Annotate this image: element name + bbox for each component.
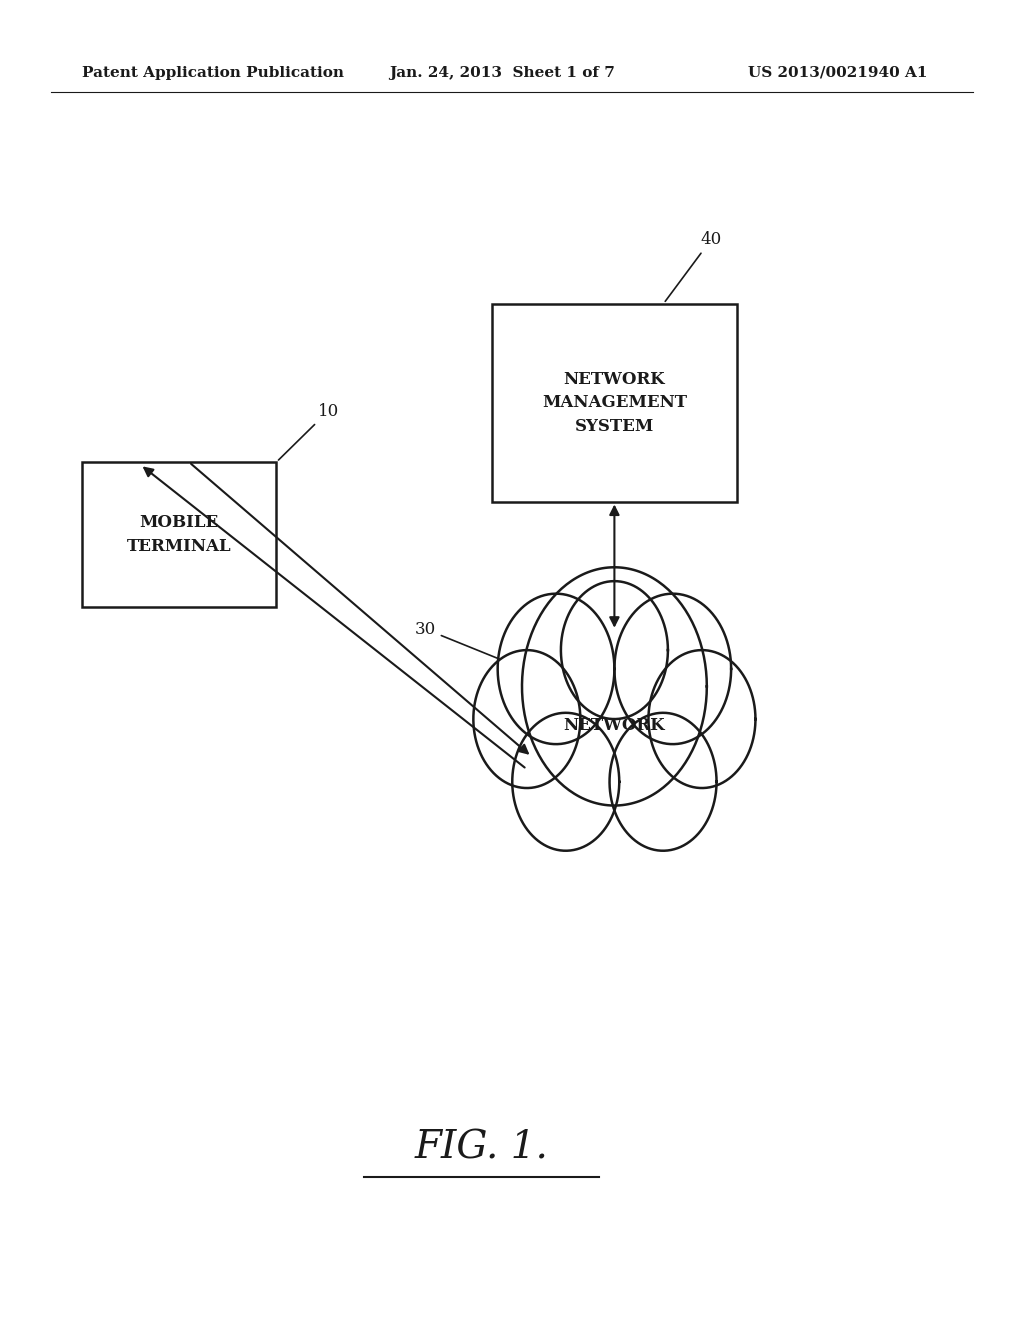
Text: 10: 10	[279, 403, 339, 461]
Text: Patent Application Publication: Patent Application Publication	[82, 66, 344, 79]
Polygon shape	[614, 594, 731, 744]
Polygon shape	[561, 581, 668, 719]
Polygon shape	[512, 713, 620, 850]
Polygon shape	[498, 594, 614, 744]
Text: MOBILE
TERMINAL: MOBILE TERMINAL	[127, 515, 231, 554]
Text: NETWORK: NETWORK	[563, 718, 666, 734]
FancyBboxPatch shape	[82, 462, 276, 607]
Text: 30: 30	[415, 620, 499, 659]
Polygon shape	[609, 713, 717, 850]
Text: FIG. 1.: FIG. 1.	[415, 1130, 548, 1167]
Polygon shape	[648, 651, 756, 788]
Polygon shape	[522, 568, 707, 805]
Text: US 2013/0021940 A1: US 2013/0021940 A1	[748, 66, 927, 79]
Text: NETWORK
MANAGEMENT
SYSTEM: NETWORK MANAGEMENT SYSTEM	[542, 371, 687, 434]
Text: 40: 40	[666, 231, 722, 301]
FancyBboxPatch shape	[492, 304, 737, 502]
Polygon shape	[473, 651, 581, 788]
Text: Jan. 24, 2013  Sheet 1 of 7: Jan. 24, 2013 Sheet 1 of 7	[389, 66, 615, 79]
